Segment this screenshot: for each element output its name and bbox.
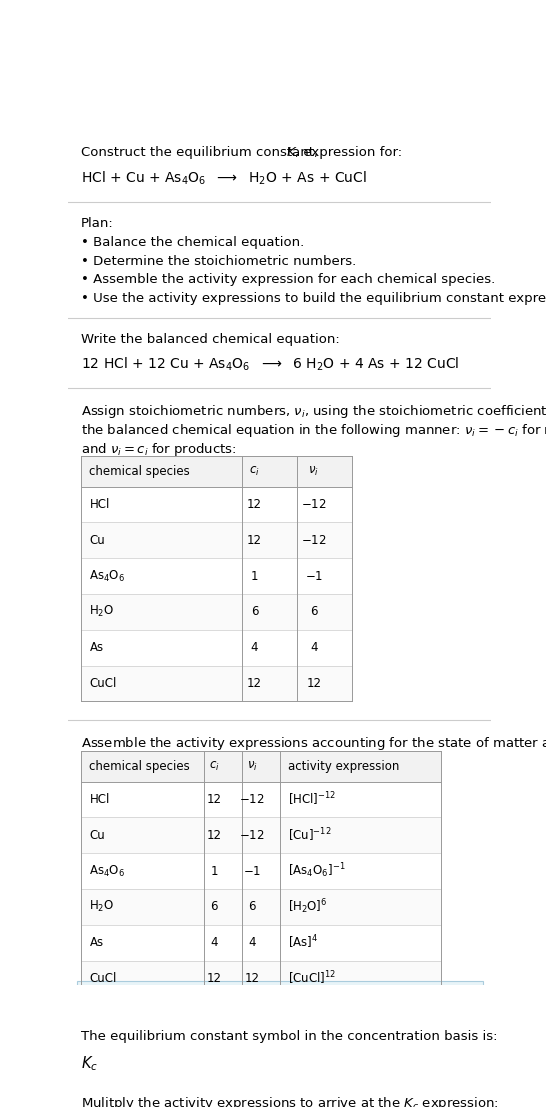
Text: chemical species: chemical species [90, 465, 190, 478]
Text: The equilibrium constant symbol in the concentration basis is:: The equilibrium constant symbol in the c… [81, 1031, 497, 1044]
Text: As: As [90, 641, 104, 654]
Text: [H$_2$O]$^6$: [H$_2$O]$^6$ [288, 898, 328, 917]
Text: HCl + Cu + As$_4$O$_6$  $\longrightarrow$  H$_2$O + As + CuCl: HCl + Cu + As$_4$O$_6$ $\longrightarrow$… [81, 169, 367, 187]
FancyBboxPatch shape [81, 782, 441, 817]
FancyBboxPatch shape [81, 961, 441, 996]
Text: 6: 6 [248, 900, 256, 913]
Text: Assemble the activity expressions accounting for the state of matter and $\nu_i$: Assemble the activity expressions accoun… [81, 735, 546, 753]
FancyBboxPatch shape [81, 558, 352, 594]
FancyBboxPatch shape [81, 889, 441, 924]
FancyBboxPatch shape [81, 630, 352, 665]
FancyBboxPatch shape [81, 487, 352, 523]
Text: 12: 12 [306, 677, 321, 690]
Text: activity expression: activity expression [288, 759, 400, 773]
Text: 12: 12 [207, 972, 222, 985]
Text: $-$12: $-$12 [301, 534, 327, 547]
Text: Mulitply the activity expressions to arrive at the $K_c$ expression:: Mulitply the activity expressions to arr… [81, 1095, 498, 1107]
Text: $-$1: $-$1 [305, 570, 323, 582]
Text: 12: 12 [245, 972, 260, 985]
Text: $-$12: $-$12 [240, 793, 265, 806]
Text: $-$12: $-$12 [301, 498, 327, 511]
Text: $c_i$: $c_i$ [209, 759, 219, 773]
Text: 1: 1 [251, 570, 258, 582]
Text: the balanced chemical equation in the following manner: $\nu_i = -c_i$ for react: the balanced chemical equation in the fo… [81, 422, 546, 438]
Text: Plan:: Plan: [81, 217, 114, 230]
Text: , expression for:: , expression for: [295, 146, 402, 158]
Text: 4: 4 [211, 937, 218, 949]
FancyBboxPatch shape [81, 523, 352, 558]
Text: 12: 12 [247, 498, 262, 511]
Text: 12: 12 [207, 829, 222, 841]
Text: As: As [90, 937, 104, 949]
Text: 6: 6 [211, 900, 218, 913]
Text: CuCl: CuCl [90, 972, 117, 985]
FancyBboxPatch shape [81, 594, 352, 630]
FancyBboxPatch shape [81, 456, 352, 487]
Text: As$_4$O$_6$: As$_4$O$_6$ [90, 863, 126, 879]
Text: 4: 4 [251, 641, 258, 654]
Text: 12: 12 [247, 677, 262, 690]
Text: 4: 4 [310, 641, 317, 654]
Text: $-$1: $-$1 [243, 865, 262, 878]
Text: 12: 12 [247, 534, 262, 547]
Text: H$_2$O: H$_2$O [90, 899, 115, 914]
Text: Construct the equilibrium constant,: Construct the equilibrium constant, [81, 146, 322, 158]
Text: 4: 4 [248, 937, 256, 949]
Text: [As]$^4$: [As]$^4$ [288, 934, 318, 951]
Text: [As$_4$O$_6$]$^{-1}$: [As$_4$O$_6$]$^{-1}$ [288, 861, 346, 880]
Text: 6: 6 [310, 606, 317, 619]
Text: [Cu]$^{-12}$: [Cu]$^{-12}$ [288, 827, 332, 844]
Text: $\nu_i$: $\nu_i$ [308, 465, 319, 478]
Text: HCl: HCl [90, 498, 110, 511]
Text: $c_i$: $c_i$ [249, 465, 260, 478]
FancyBboxPatch shape [81, 924, 441, 961]
Text: • Balance the chemical equation.: • Balance the chemical equation. [81, 236, 304, 249]
Text: Cu: Cu [90, 829, 105, 841]
Text: CuCl: CuCl [90, 677, 117, 690]
Text: $-$12: $-$12 [240, 829, 265, 841]
Text: $K_c$: $K_c$ [81, 1054, 98, 1073]
Text: As$_4$O$_6$: As$_4$O$_6$ [90, 569, 126, 583]
Text: HCl: HCl [90, 793, 110, 806]
Text: H$_2$O: H$_2$O [90, 604, 115, 620]
Text: • Assemble the activity expression for each chemical species.: • Assemble the activity expression for e… [81, 273, 495, 287]
FancyBboxPatch shape [81, 817, 441, 853]
Text: and $\nu_i = c_i$ for products:: and $\nu_i = c_i$ for products: [81, 441, 236, 457]
FancyBboxPatch shape [81, 853, 441, 889]
Text: Write the balanced chemical equation:: Write the balanced chemical equation: [81, 333, 340, 346]
Text: Cu: Cu [90, 534, 105, 547]
Text: • Use the activity expressions to build the equilibrium constant expression.: • Use the activity expressions to build … [81, 292, 546, 306]
Text: • Determine the stoichiometric numbers.: • Determine the stoichiometric numbers. [81, 255, 356, 268]
Text: Assign stoichiometric numbers, $\nu_i$, using the stoichiometric coefficients, $: Assign stoichiometric numbers, $\nu_i$, … [81, 403, 546, 420]
Text: chemical species: chemical species [90, 759, 190, 773]
Text: $\nu_i$: $\nu_i$ [247, 759, 258, 773]
Text: 6: 6 [251, 606, 258, 619]
FancyBboxPatch shape [81, 665, 352, 702]
Text: [HCl]$^{-12}$: [HCl]$^{-12}$ [288, 790, 336, 808]
Text: 12 HCl + 12 Cu + As$_4$O$_6$  $\longrightarrow$  6 H$_2$O + 4 As + 12 CuCl: 12 HCl + 12 Cu + As$_4$O$_6$ $\longright… [81, 355, 459, 373]
Text: [CuCl]$^{12}$: [CuCl]$^{12}$ [288, 970, 336, 987]
Text: 1: 1 [211, 865, 218, 878]
Text: 12: 12 [207, 793, 222, 806]
FancyBboxPatch shape [76, 981, 483, 1107]
FancyBboxPatch shape [81, 751, 441, 782]
Text: K: K [286, 146, 295, 158]
